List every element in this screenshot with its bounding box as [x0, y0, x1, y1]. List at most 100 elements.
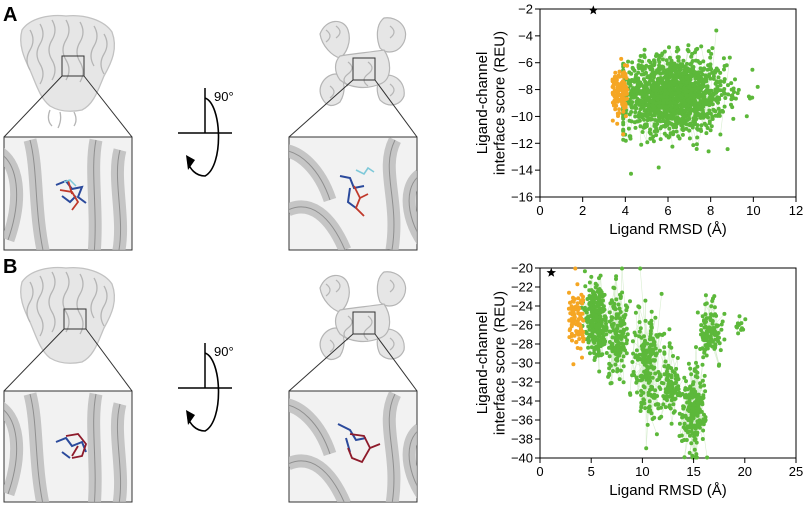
data-point: [615, 356, 620, 361]
data-point: [667, 344, 672, 349]
data-point: [631, 351, 636, 356]
data-point: [625, 338, 629, 343]
data-point: [629, 171, 633, 176]
data-point: [620, 347, 625, 352]
data-point: [647, 337, 652, 342]
data-point: [643, 125, 648, 130]
data-point: [636, 119, 640, 124]
data-point: [671, 130, 676, 134]
zoom-box-b-left: [63, 308, 87, 330]
data-point: [706, 49, 711, 54]
data-point: [583, 305, 587, 310]
data-point: [612, 286, 617, 291]
data-point: [653, 371, 658, 376]
zoom-inset-b-left: [3, 390, 133, 503]
trajectory-line: [648, 411, 658, 435]
y-tick-label: −4: [518, 28, 533, 43]
data-point: [709, 330, 714, 335]
data-point: [671, 354, 675, 358]
data-point: [625, 91, 629, 96]
data-point: [643, 406, 648, 411]
data-point: [649, 309, 654, 314]
data-point: [654, 133, 659, 138]
data-point: [572, 315, 577, 320]
data-point: [636, 63, 641, 68]
data-point: [621, 90, 626, 95]
data-point: [613, 332, 618, 336]
data-point: [651, 104, 656, 108]
data-point: [589, 345, 594, 350]
data-point: [669, 121, 674, 126]
data-point: [619, 358, 624, 363]
data-point: [621, 354, 626, 359]
data-point: [676, 90, 681, 95]
x-tick-label: 10: [635, 464, 649, 479]
data-point: [665, 61, 670, 66]
data-point: [653, 353, 658, 358]
data-point: [591, 312, 596, 317]
data-point: [598, 273, 603, 278]
data-point: [693, 50, 697, 55]
data-point: [707, 121, 712, 126]
data-point: [704, 301, 709, 306]
data-point: [607, 329, 612, 334]
y-tick-label: −38: [511, 432, 533, 447]
data-point: [643, 298, 648, 303]
data-point: [674, 129, 679, 134]
data-point: [650, 113, 655, 118]
data-point: [573, 266, 578, 271]
data-point: [647, 64, 652, 69]
x-tick-label: 5: [588, 464, 595, 479]
data-point: [712, 108, 717, 113]
data-point: [676, 58, 681, 63]
data-point: [671, 125, 676, 130]
data-point: [629, 71, 634, 76]
data-point: [586, 345, 591, 350]
data-point: [721, 109, 725, 114]
data-point: [589, 307, 594, 312]
y-tick-label: −16: [511, 190, 533, 205]
data-point: [656, 111, 661, 116]
data-point: [639, 405, 644, 410]
data-point: [677, 136, 682, 141]
data-point: [597, 305, 601, 310]
data-point: [701, 67, 706, 72]
data-point: [630, 78, 635, 83]
data-point: [635, 357, 640, 362]
data-point: [613, 77, 618, 82]
data-point: [614, 297, 619, 302]
data-point: [685, 394, 690, 399]
data-point: [638, 266, 643, 271]
data-point: [700, 437, 705, 441]
data-point: [701, 337, 706, 342]
data-point: [631, 66, 636, 71]
scatter-plot-b: 0 5 10 15 20 25 −40 −38 −36 −34 −32 −30 −28 −26 −24 −22…: [474, 261, 803, 500]
data-point: [689, 441, 694, 446]
data-point: [685, 89, 690, 94]
data-point: [691, 143, 696, 148]
data-point: [671, 402, 676, 407]
data-point: [688, 433, 692, 438]
data-point: [739, 327, 744, 332]
data-point: [611, 369, 615, 373]
data-point: [575, 282, 580, 287]
data-point: [743, 317, 748, 322]
y-tick-label: −14: [511, 163, 533, 178]
data-point: [681, 71, 686, 76]
data-point: [628, 392, 633, 397]
data-point: [641, 400, 645, 405]
data-point: [641, 397, 646, 402]
data-point: [679, 433, 684, 438]
trajectory-line: [637, 357, 650, 407]
data-point: [587, 338, 591, 343]
data-point: [622, 83, 627, 88]
data-point: [717, 362, 722, 367]
data-point: [597, 315, 602, 320]
data-point: [746, 94, 751, 99]
data-point: [581, 339, 586, 344]
data-point: [583, 284, 588, 289]
data-point: [694, 360, 698, 365]
zoom-line: [374, 79, 418, 138]
data-point: [633, 355, 638, 360]
data-point: [609, 322, 614, 327]
